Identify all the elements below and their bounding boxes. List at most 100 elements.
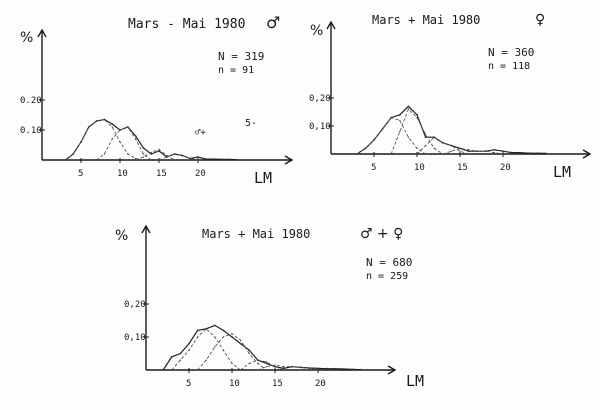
data-point-component bbox=[205, 359, 207, 361]
x-axis-label: LM bbox=[553, 163, 571, 181]
y-axis-arrow bbox=[141, 224, 151, 234]
series-line-component bbox=[171, 328, 241, 371]
data-point-component bbox=[135, 138, 137, 140]
data-point-component bbox=[399, 131, 401, 133]
data-point-total bbox=[179, 352, 182, 355]
data-point-component bbox=[166, 154, 168, 157]
data-point-total bbox=[467, 150, 470, 153]
x-axis-arrow bbox=[284, 155, 294, 165]
data-point-component bbox=[416, 153, 418, 155]
y-axis-arrow bbox=[37, 28, 47, 38]
data-point-component bbox=[179, 359, 181, 361]
series-line-total bbox=[356, 105, 547, 155]
data-point-component bbox=[205, 328, 207, 330]
series-line-component bbox=[442, 147, 504, 155]
data-point-total bbox=[351, 368, 354, 371]
x-tick-label: 15 bbox=[272, 379, 283, 389]
data-point-component bbox=[222, 336, 224, 338]
data-point-total bbox=[239, 342, 242, 345]
data-point-component bbox=[317, 369, 319, 371]
data-point-component bbox=[399, 119, 401, 121]
data-point-total bbox=[236, 158, 238, 161]
x-tick-label: 20 bbox=[195, 169, 206, 179]
data-point-component bbox=[222, 349, 224, 351]
series-line-component bbox=[257, 364, 319, 371]
data-point-component bbox=[308, 367, 310, 369]
data-point-component bbox=[166, 156, 168, 158]
data-point-total bbox=[502, 150, 504, 153]
data-point-total bbox=[134, 135, 137, 137]
stat-n-sample: n = 259 bbox=[366, 271, 408, 282]
data-point-component bbox=[416, 147, 418, 149]
data-point-component bbox=[197, 369, 199, 371]
sex-symbol: ♂ + ♀ bbox=[360, 226, 403, 242]
stat-n-sample: n = 91 bbox=[218, 65, 254, 76]
data-point-total bbox=[213, 324, 216, 327]
data-point-component bbox=[433, 147, 435, 149]
data-point-component bbox=[231, 362, 233, 364]
chart-panel-combined: Mars + Mai 1980 ♂ + ♀ % N = 680 n = 259 … bbox=[115, 226, 424, 390]
data-point-component bbox=[189, 157, 191, 160]
data-point-total bbox=[222, 329, 225, 332]
data-point-component bbox=[88, 126, 90, 128]
x-tick-label: 20 bbox=[500, 163, 511, 173]
data-point-total bbox=[527, 152, 530, 155]
data-point-total bbox=[493, 148, 496, 151]
data-point-component bbox=[248, 362, 250, 364]
y-tick-label: 0,20 bbox=[309, 94, 331, 104]
data-point-component bbox=[231, 333, 233, 335]
data-point-component bbox=[373, 139, 375, 141]
x-tick-label: 5 bbox=[371, 163, 376, 173]
data-point-total bbox=[407, 105, 410, 108]
data-point-component bbox=[407, 136, 409, 138]
y-tick-label: 0.20 bbox=[20, 96, 42, 106]
data-point-component bbox=[442, 142, 444, 144]
data-point-component bbox=[291, 366, 293, 368]
series-line-component bbox=[356, 117, 426, 155]
chart-panel-males: Mars - Mai 1980 ♂ % N = 319 n = 91 LM ♂+… bbox=[20, 13, 280, 187]
data-point-component bbox=[135, 157, 137, 160]
data-point-component bbox=[468, 153, 470, 155]
data-point-total bbox=[220, 158, 223, 161]
data-point-component bbox=[174, 159, 176, 161]
data-point-component bbox=[476, 150, 478, 152]
data-point-total bbox=[416, 113, 418, 116]
data-point-total bbox=[231, 336, 233, 338]
series-line-component bbox=[135, 148, 175, 161]
data-point-component bbox=[265, 361, 267, 363]
x-tick-label: 15 bbox=[156, 169, 167, 179]
x-tick-label: 20 bbox=[315, 379, 326, 389]
y-tick-label: 0.10 bbox=[20, 126, 42, 136]
data-point-component bbox=[111, 138, 113, 140]
data-point-total bbox=[424, 136, 427, 139]
data-point-component bbox=[96, 159, 98, 161]
chart-title: Mars - Mai 1980 bbox=[128, 17, 245, 32]
series-line-component bbox=[96, 126, 152, 161]
data-point-component bbox=[174, 153, 176, 155]
data-point-component bbox=[502, 153, 504, 155]
data-point-component bbox=[119, 141, 121, 143]
data-point-component bbox=[459, 147, 461, 149]
data-point-total bbox=[536, 152, 539, 155]
data-point-total bbox=[162, 369, 165, 371]
data-point-component bbox=[257, 369, 259, 371]
data-point-total bbox=[398, 113, 401, 116]
y-axis-label: % bbox=[20, 30, 33, 46]
data-point-component bbox=[257, 359, 259, 361]
data-point-component bbox=[64, 159, 66, 161]
chart-marks-combined: 0,10 0,20 5 10 15 20 bbox=[124, 224, 397, 389]
data-point-component bbox=[274, 364, 276, 366]
data-point-component bbox=[214, 336, 216, 338]
data-point-total bbox=[212, 158, 215, 161]
data-point-component bbox=[119, 129, 121, 131]
data-point-total bbox=[334, 367, 337, 370]
data-point-total bbox=[325, 367, 328, 370]
data-point-total bbox=[265, 362, 268, 365]
data-point-total bbox=[150, 153, 153, 155]
data-point-total bbox=[158, 150, 160, 152]
chart-marks-males: 0.10 0.20 5 10 15 20 bbox=[20, 28, 294, 179]
data-point-component bbox=[390, 153, 392, 155]
x-axis-label: LM bbox=[406, 372, 424, 390]
data-point-component bbox=[390, 117, 392, 119]
data-point-component bbox=[96, 120, 98, 122]
